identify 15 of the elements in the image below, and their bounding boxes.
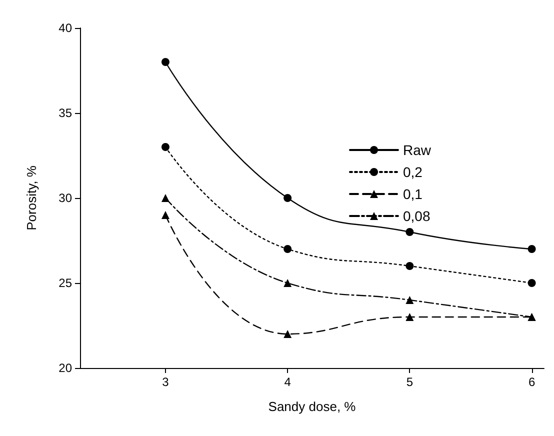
x-tick-label: 6 — [528, 375, 536, 389]
y-axis-title: Porosity, % — [24, 165, 39, 230]
legend-label: Raw — [402, 142, 432, 158]
y-tick-label: 40 — [58, 21, 72, 35]
x-axis-title: Sandy dose, % — [268, 399, 356, 414]
x-tick-label: 5 — [406, 375, 414, 389]
y-tick-label: 30 — [58, 191, 72, 205]
x-tick-label: 4 — [284, 375, 292, 389]
legend-label: 0,2 — [402, 164, 423, 180]
legend-label: 0,1 — [402, 186, 423, 202]
y-tick-label: 35 — [58, 106, 72, 120]
y-tick-label: 20 — [58, 361, 72, 375]
legend-label: 0,08 — [402, 208, 430, 224]
y-tick-label: 25 — [58, 276, 72, 290]
x-tick-label: 3 — [162, 375, 170, 389]
